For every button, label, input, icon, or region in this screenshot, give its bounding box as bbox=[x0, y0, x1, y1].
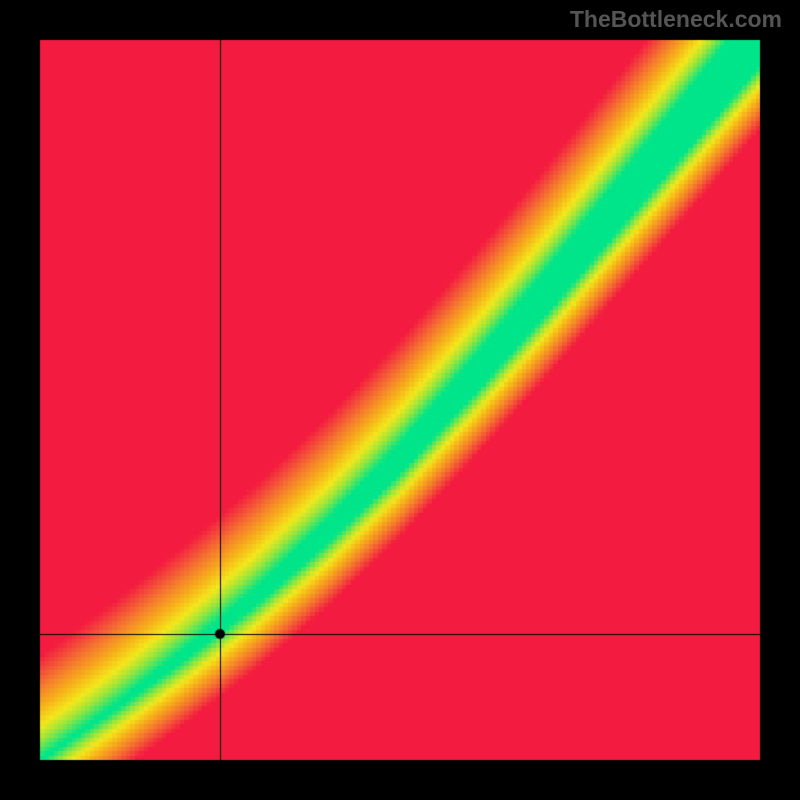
chart-container: { "watermark": { "text": "TheBottleneck.… bbox=[0, 0, 800, 800]
watermark-text: TheBottleneck.com bbox=[570, 6, 782, 33]
bottleneck-heatmap bbox=[0, 0, 800, 800]
